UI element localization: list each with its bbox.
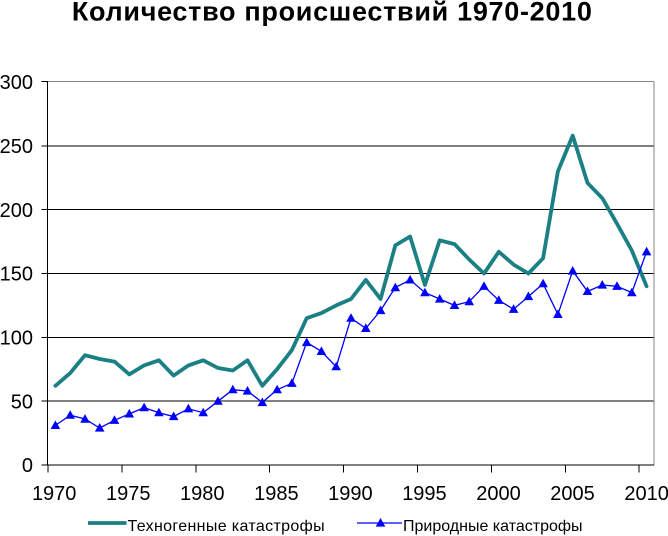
svg-text:1975: 1975: [106, 483, 151, 505]
svg-text:250: 250: [0, 136, 33, 158]
svg-text:Природные катастрофы: Природные катастрофы: [403, 518, 583, 535]
svg-text:150: 150: [0, 264, 33, 286]
svg-text:Техногенные катастрофы: Техногенные катастрофы: [128, 518, 326, 535]
svg-text:2005: 2005: [550, 483, 595, 505]
svg-text:1990: 1990: [328, 483, 373, 505]
svg-text:200: 200: [0, 200, 33, 222]
svg-text:2000: 2000: [476, 483, 521, 505]
svg-text:0: 0: [22, 455, 33, 477]
svg-text:1980: 1980: [180, 483, 225, 505]
svg-text:1985: 1985: [254, 483, 299, 505]
svg-text:50: 50: [11, 391, 33, 413]
svg-text:1995: 1995: [402, 483, 447, 505]
svg-text:100: 100: [0, 328, 33, 350]
svg-text:2010: 2010: [624, 483, 668, 505]
svg-text:1970: 1970: [32, 483, 77, 505]
svg-text:Количество происшествий 1970-2: Количество происшествий 1970-2010: [72, 0, 593, 26]
svg-text:300: 300: [0, 72, 33, 94]
